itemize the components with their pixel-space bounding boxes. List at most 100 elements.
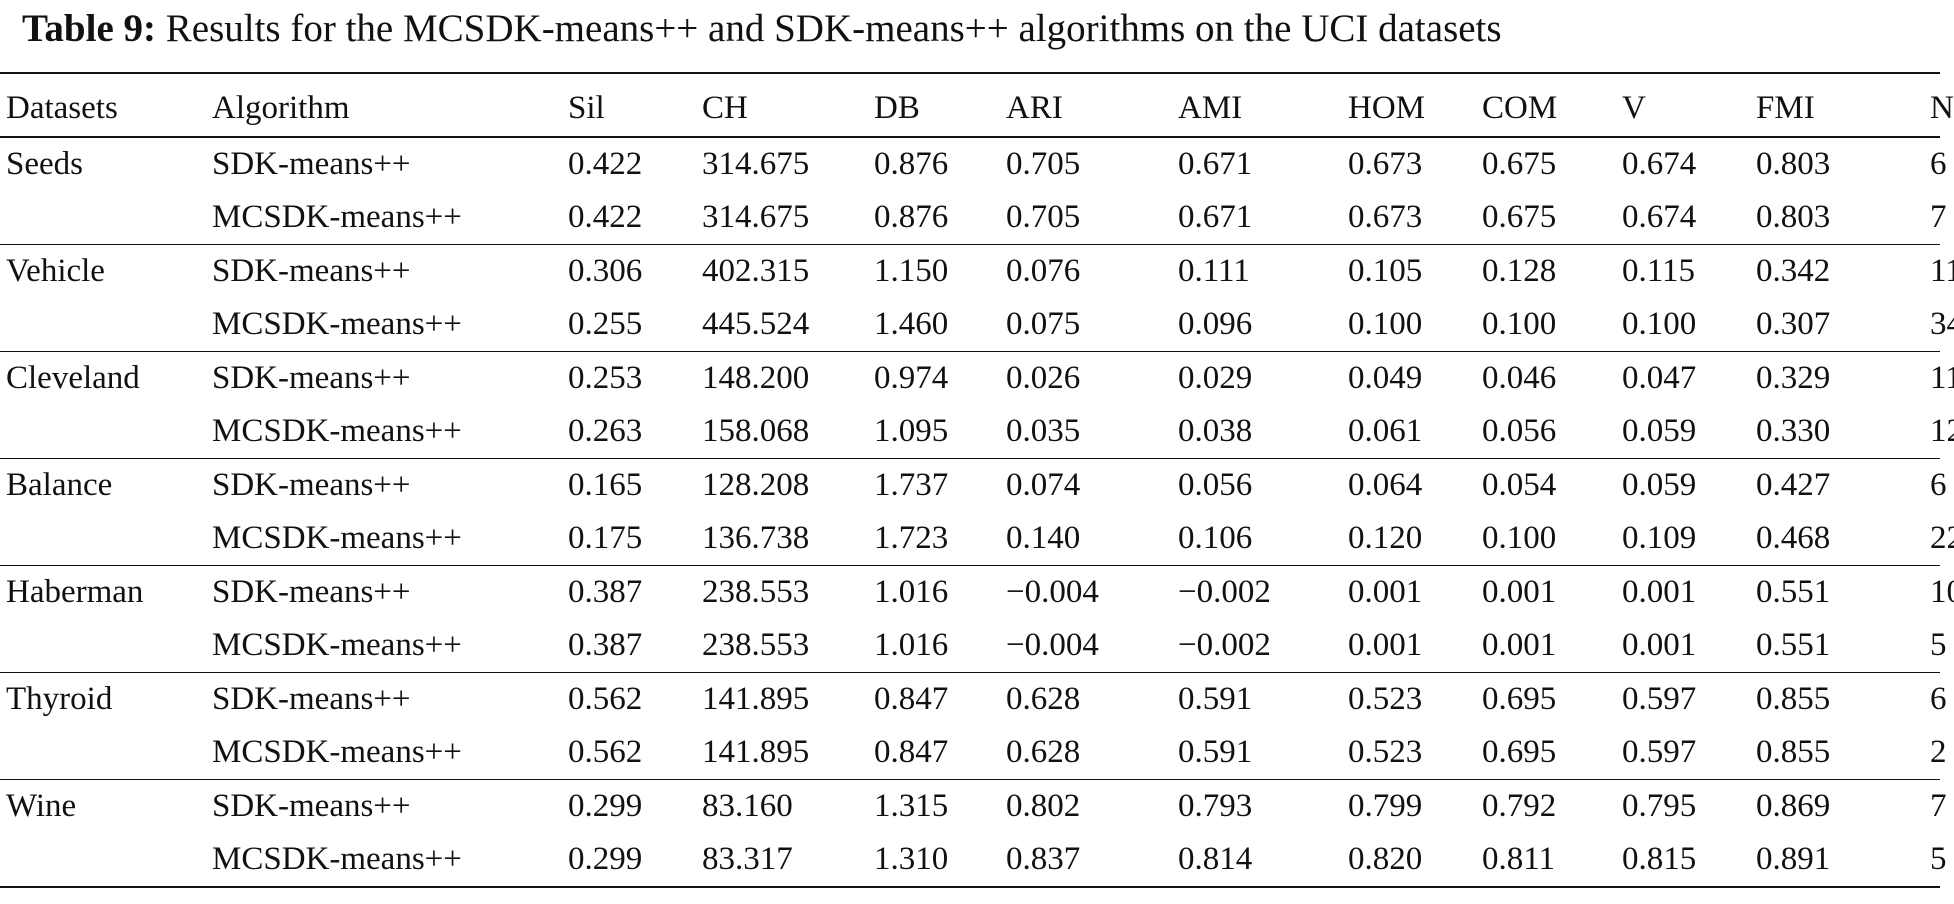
value-cell-hom: 0.105 (1348, 253, 1423, 289)
value-cell-sil: 0.387 (568, 574, 643, 610)
dataset-cell (0, 404, 206, 459)
value-cell-com: 0.695 (1482, 734, 1557, 770)
value-cell-v: 0.597 (1622, 734, 1697, 770)
value-cell-ami: 0.106 (1178, 520, 1253, 556)
algorithm-cell: MCSDK-means++ (212, 199, 462, 235)
algorithm-cell: MCSDK-means++ (212, 520, 462, 556)
value-cell-fmi: 0.427 (1756, 467, 1831, 503)
value-cell-ni: 2 (1930, 734, 1947, 770)
value-cell-ami: 0.793 (1178, 788, 1253, 824)
value-cell-fmi: 0.869 (1756, 788, 1831, 824)
value-cell-hom: 0.001 (1348, 574, 1423, 610)
value-cell-ni: 12 (1930, 413, 1954, 449)
value-cell-ch: 148.200 (702, 360, 810, 396)
table-row: MCSDK-means++ 0.263 158.068 1.095 0.035 0.038… (0, 404, 1954, 459)
value-cell-ni: 11 (1930, 360, 1954, 396)
value-cell-v: 0.115 (1622, 253, 1696, 289)
value-cell-hom: 0.120 (1348, 520, 1423, 556)
table-row: Balance SDK-means++ 0.165 128.208 1.737 0.074… (0, 459, 1947, 512)
value-cell-ami: 0.111 (1178, 253, 1250, 289)
value-cell-ari: 0.802 (1006, 788, 1081, 824)
dataset-cell (0, 832, 206, 887)
value-cell-v: 0.674 (1622, 146, 1697, 182)
value-cell-com: 0.811 (1482, 841, 1556, 877)
value-cell-ari: 0.075 (1006, 306, 1081, 342)
table-row: Thyroid SDK-means++ 0.562 141.895 0.847 0.628… (0, 673, 1947, 726)
algorithm-cell: SDK-means++ (212, 146, 411, 182)
value-cell-ni: 7 (1930, 199, 1947, 235)
value-cell-db: 1.016 (874, 574, 949, 610)
value-cell-com: 0.675 (1482, 199, 1557, 235)
value-cell-fmi: 0.855 (1756, 681, 1831, 717)
value-cell-com: 0.001 (1482, 574, 1557, 610)
value-cell-ari: 0.076 (1006, 253, 1081, 289)
value-cell-ch: 238.553 (702, 627, 810, 663)
value-cell-ni: 11 (1930, 253, 1954, 289)
dataset-cell: Balance (6, 467, 113, 503)
table-body: Seeds SDK-means++ 0.422 314.675 0.876 0.705 0.… (0, 137, 1954, 887)
value-cell-v: 0.674 (1622, 199, 1697, 235)
table-row: Wine SDK-means++ 0.299 83.160 1.315 0.802 0.79… (0, 780, 1947, 833)
value-cell-hom: 0.049 (1348, 360, 1423, 396)
value-cell-sil: 0.562 (568, 734, 643, 770)
column-header-sil: Sil (568, 90, 605, 126)
value-cell-db: 1.095 (874, 413, 949, 449)
value-cell-sil: 0.422 (568, 146, 643, 182)
algorithm-cell: MCSDK-means++ (212, 413, 462, 449)
dataset-cell (0, 190, 206, 245)
value-cell-db: 1.310 (874, 841, 949, 877)
value-cell-com: 0.056 (1482, 413, 1557, 449)
value-cell-hom: 0.061 (1348, 413, 1423, 449)
algorithm-cell: SDK-means++ (212, 467, 411, 503)
value-cell-ari: 0.837 (1006, 841, 1081, 877)
value-cell-ami: 0.029 (1178, 360, 1253, 396)
value-cell-ami: 0.671 (1178, 199, 1253, 235)
value-cell-ch: 128.208 (702, 467, 810, 503)
value-cell-com: 0.001 (1482, 627, 1557, 663)
table-row: Seeds SDK-means++ 0.422 314.675 0.876 0.705 0.… (0, 137, 1947, 190)
value-cell-sil: 0.253 (568, 360, 643, 396)
value-cell-hom: 0.820 (1348, 841, 1423, 877)
value-cell-com: 0.675 (1482, 146, 1557, 182)
value-cell-fmi: 0.307 (1756, 306, 1831, 342)
value-cell-ami: −0.002 (1178, 627, 1271, 663)
column-header-ami: AMI (1178, 90, 1243, 126)
value-cell-ni: 6 (1930, 681, 1947, 717)
value-cell-ari: 0.628 (1006, 681, 1081, 717)
column-header-db: DB (874, 90, 920, 126)
value-cell-fmi: 0.891 (1756, 841, 1831, 877)
table-row: MCSDK-means++ 0.562 141.895 0.847 0.628 0.591… (0, 725, 1947, 780)
dataset-cell: Wine (6, 788, 77, 824)
value-cell-db: 0.847 (874, 681, 949, 717)
value-cell-ni: 22 (1930, 520, 1954, 556)
algorithm-cell: SDK-means++ (212, 788, 411, 824)
value-cell-sil: 0.306 (568, 253, 643, 289)
dataset-cell: Thyroid (6, 681, 113, 717)
value-cell-v: 0.815 (1622, 841, 1697, 877)
value-cell-db: 0.974 (874, 360, 949, 396)
value-cell-ami: 0.591 (1178, 734, 1253, 770)
column-header-hom: HOM (1348, 90, 1426, 126)
value-cell-db: 0.876 (874, 199, 949, 235)
value-cell-db: 1.150 (874, 253, 949, 289)
value-cell-ari: 0.705 (1006, 146, 1081, 182)
value-cell-v: 0.001 (1622, 627, 1697, 663)
value-cell-db: 0.876 (874, 146, 949, 182)
value-cell-db: 1.723 (874, 520, 949, 556)
table-row: MCSDK-means++ 0.175 136.738 1.723 0.140 0.106… (0, 511, 1954, 566)
value-cell-v: 0.059 (1622, 413, 1697, 449)
dataset-cell (0, 618, 206, 673)
dataset-cell: Vehicle (6, 253, 105, 289)
value-cell-ch: 158.068 (702, 413, 810, 449)
value-cell-ami: 0.096 (1178, 306, 1253, 342)
value-cell-hom: 0.673 (1348, 146, 1423, 182)
value-cell-sil: 0.299 (568, 841, 643, 877)
value-cell-v: 0.597 (1622, 681, 1697, 717)
value-cell-ch: 141.895 (702, 734, 810, 770)
value-cell-ami: −0.002 (1178, 574, 1271, 610)
value-cell-ami: 0.038 (1178, 413, 1253, 449)
value-cell-db: 1.460 (874, 306, 949, 342)
value-cell-sil: 0.255 (568, 306, 643, 342)
value-cell-v: 0.001 (1622, 574, 1697, 610)
value-cell-v: 0.109 (1622, 520, 1697, 556)
